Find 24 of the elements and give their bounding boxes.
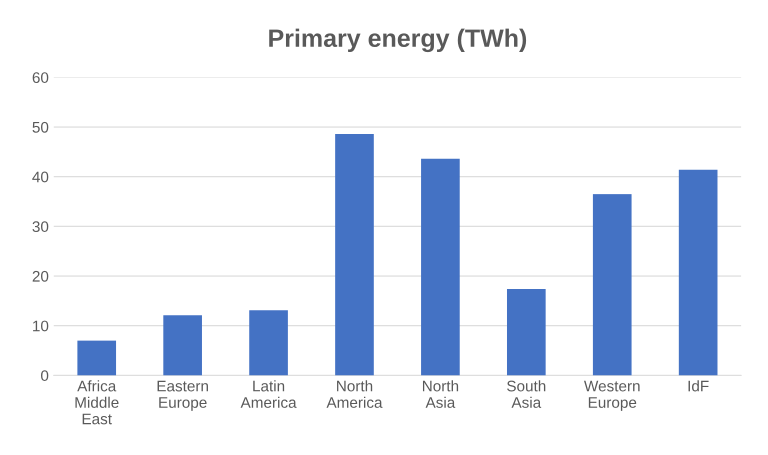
x-tick-label: IdF (688, 380, 709, 392)
chart-title: Primary energy (TWh) (269, 28, 526, 52)
y-tick-label: 50 (32, 122, 48, 133)
y-tick-label: 20 (32, 270, 48, 282)
bar (335, 134, 374, 376)
y-tick-label: 30 (32, 221, 48, 232)
x-tick-label: South Asia (507, 380, 546, 408)
bar (163, 315, 202, 376)
x-tick-label: North America (326, 380, 382, 408)
y-tick-label: 10 (33, 320, 48, 332)
bar (678, 170, 718, 376)
bar (592, 194, 632, 376)
y-tick-label: 40 (32, 172, 48, 182)
bar (77, 340, 116, 376)
x-tick-label: Eastern Europe (158, 380, 208, 411)
y-tick-label: 60 (32, 72, 48, 84)
x-tick-label: Western Europe (584, 380, 640, 411)
x-tick-label: Latin America (240, 380, 297, 408)
bar (249, 310, 288, 376)
x-tick-label: North Asia (422, 380, 458, 408)
bar (506, 288, 546, 376)
x-tick-label: Africa Middle East (75, 380, 119, 424)
y-tick-label: 0 (41, 370, 48, 382)
bar (421, 158, 460, 376)
